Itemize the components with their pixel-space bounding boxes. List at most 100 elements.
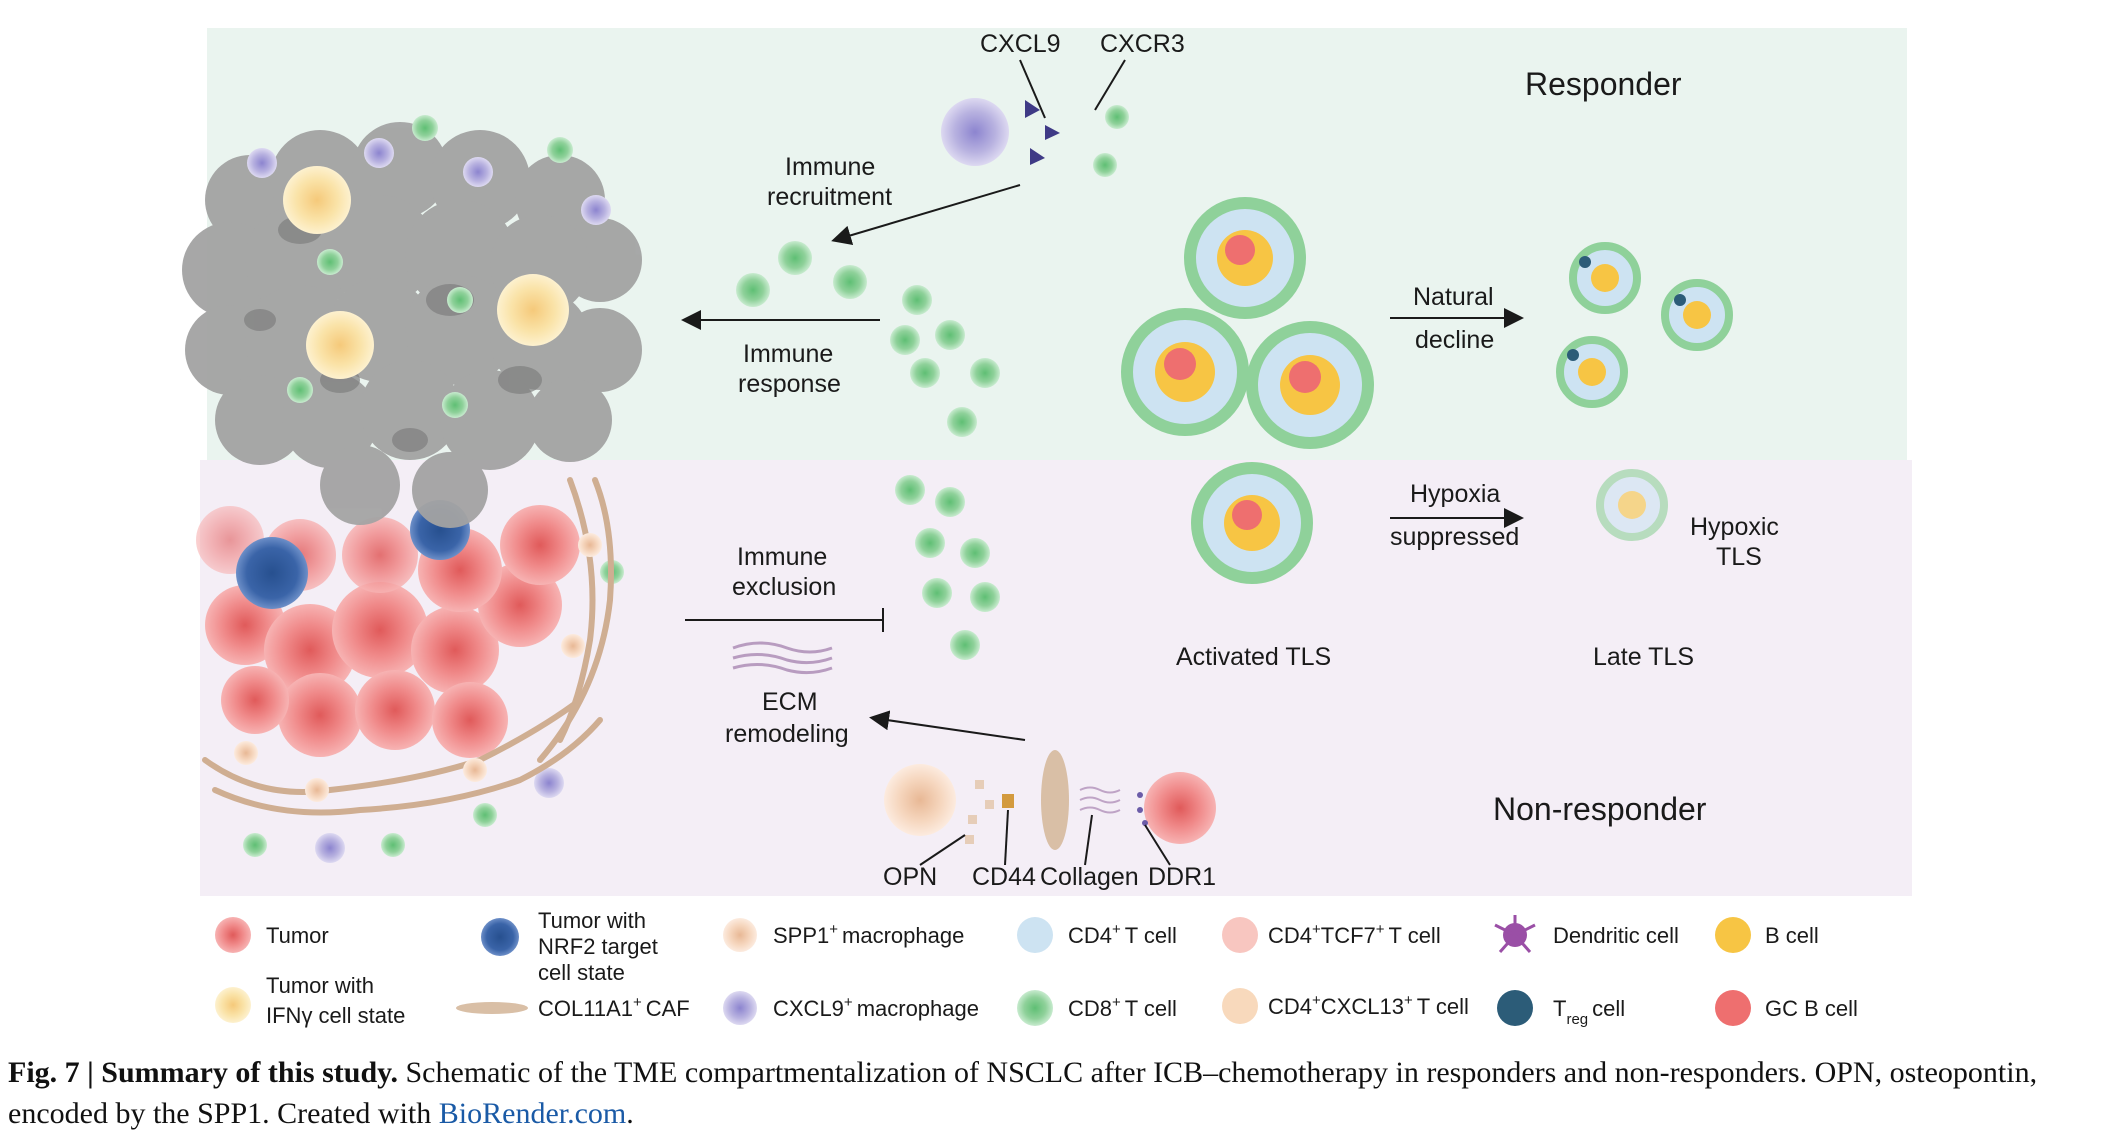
legend-label: Tumor with xyxy=(266,973,374,998)
legend-label: CD8+ T cell xyxy=(1068,994,1177,1021)
legend-label: COL11A1+ CAF xyxy=(538,994,690,1021)
legend-item-treg: Treg cell xyxy=(1497,990,1625,1028)
cd8-t-cell xyxy=(1093,153,1117,177)
ddr1-label: DDR1 xyxy=(1148,863,1216,891)
immune-recruitment-label-1: Immune xyxy=(785,153,875,181)
caption-text: Schematic of the TME compartmentalizatio… xyxy=(8,1056,2038,1130)
gc-b-cell-icon xyxy=(1715,990,1751,1026)
legend-label: CD4+TCF7+ T cell xyxy=(1268,921,1441,948)
infiltrating-cd8-t-cells xyxy=(243,115,624,857)
ecm-remodeling-label-2: remodeling xyxy=(725,720,849,748)
immune-recruitment-label-2: recruitment xyxy=(767,183,892,211)
b-cell-icon xyxy=(1715,917,1751,953)
tumor-icon xyxy=(215,917,251,953)
legend-label: GC B cell xyxy=(1765,996,1858,1021)
hypoxic-tls-label-1: Hypoxic xyxy=(1690,513,1779,541)
legend-item-cd8-t-cell: CD8+ T cell xyxy=(1017,990,1177,1026)
caf-cell xyxy=(1041,750,1069,850)
ecm-arrow xyxy=(869,710,1026,741)
caption-end: . xyxy=(626,1097,634,1130)
treg-icon xyxy=(1497,990,1533,1026)
cxcl9-macrophage xyxy=(941,98,1009,166)
legend-label: Tumor with xyxy=(538,908,646,933)
hypoxia-label: Hypoxia xyxy=(1410,480,1500,508)
legend-item-tumor: Tumor xyxy=(215,917,329,953)
late-tls-responder xyxy=(1556,242,1733,408)
legend-label: Treg cell xyxy=(1553,996,1625,1028)
legend-item-caf: COL11A1+ CAF xyxy=(456,994,690,1021)
natural-decline-label-2: decline xyxy=(1415,326,1494,354)
caf-icon xyxy=(456,1002,528,1014)
cd8-t-cell xyxy=(1105,105,1129,129)
legend-item-nrf2-tumor: Tumor with NRF2 target cell state xyxy=(481,908,658,985)
cxcl9-label: CXCL9 xyxy=(980,30,1061,58)
legend-item-ifng-tumor: Tumor with IFNγ cell state xyxy=(215,973,405,1028)
cxcr3-label: CXCR3 xyxy=(1100,30,1185,58)
cd4-tcf7-t-cell-icon xyxy=(1222,917,1258,953)
responding-t-cells xyxy=(890,285,1000,437)
legend-label: cell state xyxy=(538,960,625,985)
legend-label: B cell xyxy=(1765,923,1819,948)
responder-title: Responder xyxy=(1525,66,1682,102)
cd4-t-cell-icon xyxy=(1017,917,1053,953)
legend-item-cd4-tcf7-t-cell: CD4+TCF7+ T cell xyxy=(1222,917,1441,953)
legend-label: CXCL9+ macrophage xyxy=(773,994,979,1021)
immune-exclusion-label-1: Immune xyxy=(737,543,827,571)
opn-label: OPN xyxy=(883,863,937,891)
ecm-fibers xyxy=(732,641,833,675)
legend-item-dendritic-cell: Dendritic cell xyxy=(1494,915,1679,953)
cd4-cxcl13-t-cell-icon xyxy=(1222,988,1258,1024)
caption-link[interactable]: BioRender.com xyxy=(438,1097,627,1130)
caf-fibers xyxy=(202,477,614,816)
immune-response-label-2: response xyxy=(738,370,841,398)
nrf2-tumor-icon xyxy=(481,918,519,956)
legend-item-cd4-t-cell: CD4+ T cell xyxy=(1017,917,1177,953)
suppressed-label: suppressed xyxy=(1390,523,1519,551)
activated-tls-label: Activated TLS xyxy=(1176,643,1331,671)
spp1-macrophage xyxy=(884,764,956,836)
caption-figure-label: Fig. 7 | Summary of this study. xyxy=(8,1056,398,1089)
tumor-cell xyxy=(1144,772,1216,844)
recruited-t-cells xyxy=(736,241,867,307)
legend-item-spp1-macrophage: SPP1+ macrophage xyxy=(723,918,964,952)
legend-label: CD4+ T cell xyxy=(1068,921,1177,948)
legend-item-cxcl9-macrophage: CXCL9+ macrophage xyxy=(723,991,979,1025)
legend-label: Tumor xyxy=(266,923,329,948)
legend-label: SPP1+ macrophage xyxy=(773,921,964,948)
hypoxic-tls-label-2: TLS xyxy=(1716,543,1762,571)
legend-item-cd4-cxcl13-t-cell: CD4+CXCL13+ T cell xyxy=(1222,988,1469,1024)
hypoxic-tls xyxy=(1596,469,1668,541)
recruitment-arrow xyxy=(831,184,1021,246)
legend-label: CD4+CXCL13+ T cell xyxy=(1268,992,1469,1019)
ifng-tumor-icon xyxy=(215,987,251,1023)
late-tls-label: Late TLS xyxy=(1593,643,1694,671)
cd44-label: CD44 xyxy=(972,863,1036,891)
non-responder-title: Non-responder xyxy=(1493,791,1707,827)
ifng-tumor-cell xyxy=(497,274,569,346)
tumor-cells-cluster xyxy=(196,505,580,758)
immune-exclusion-label-2: exclusion xyxy=(732,573,836,601)
legend-item-gc-b-cell: GC B cell xyxy=(1715,990,1858,1026)
legend-item-b-cell: B cell xyxy=(1715,917,1819,953)
excluded-t-cells xyxy=(895,475,1000,660)
tls-structures-responder xyxy=(1121,197,1374,449)
natural-decline-label-1: Natural xyxy=(1413,283,1494,311)
collagen-label: Collagen xyxy=(1040,863,1139,891)
legend-label: NRF2 target xyxy=(538,934,658,959)
dendritic-cell-icon xyxy=(1494,915,1536,953)
figure-caption: Fig. 7 | Summary of this study. Schemati… xyxy=(8,1052,2098,1134)
legend: Tumor Tumor with IFNγ cell state Tumor w… xyxy=(215,908,1858,1028)
ecm-remodeling-label-1: ECM xyxy=(762,688,818,716)
cxcl9-macrophages xyxy=(247,138,611,863)
cxcl9-macrophage-icon xyxy=(723,991,757,1025)
tls-structure-non-responder xyxy=(1191,462,1313,584)
ifng-tumor-cell xyxy=(283,166,351,234)
cd44-receptor xyxy=(1002,794,1014,808)
tumor-mass xyxy=(182,115,642,863)
ifng-tumor-cell xyxy=(306,311,374,379)
spp1-macrophage-icon xyxy=(723,918,757,952)
cd8-t-cell-icon xyxy=(1017,990,1053,1026)
legend-label: IFNγ cell state xyxy=(266,1003,405,1028)
